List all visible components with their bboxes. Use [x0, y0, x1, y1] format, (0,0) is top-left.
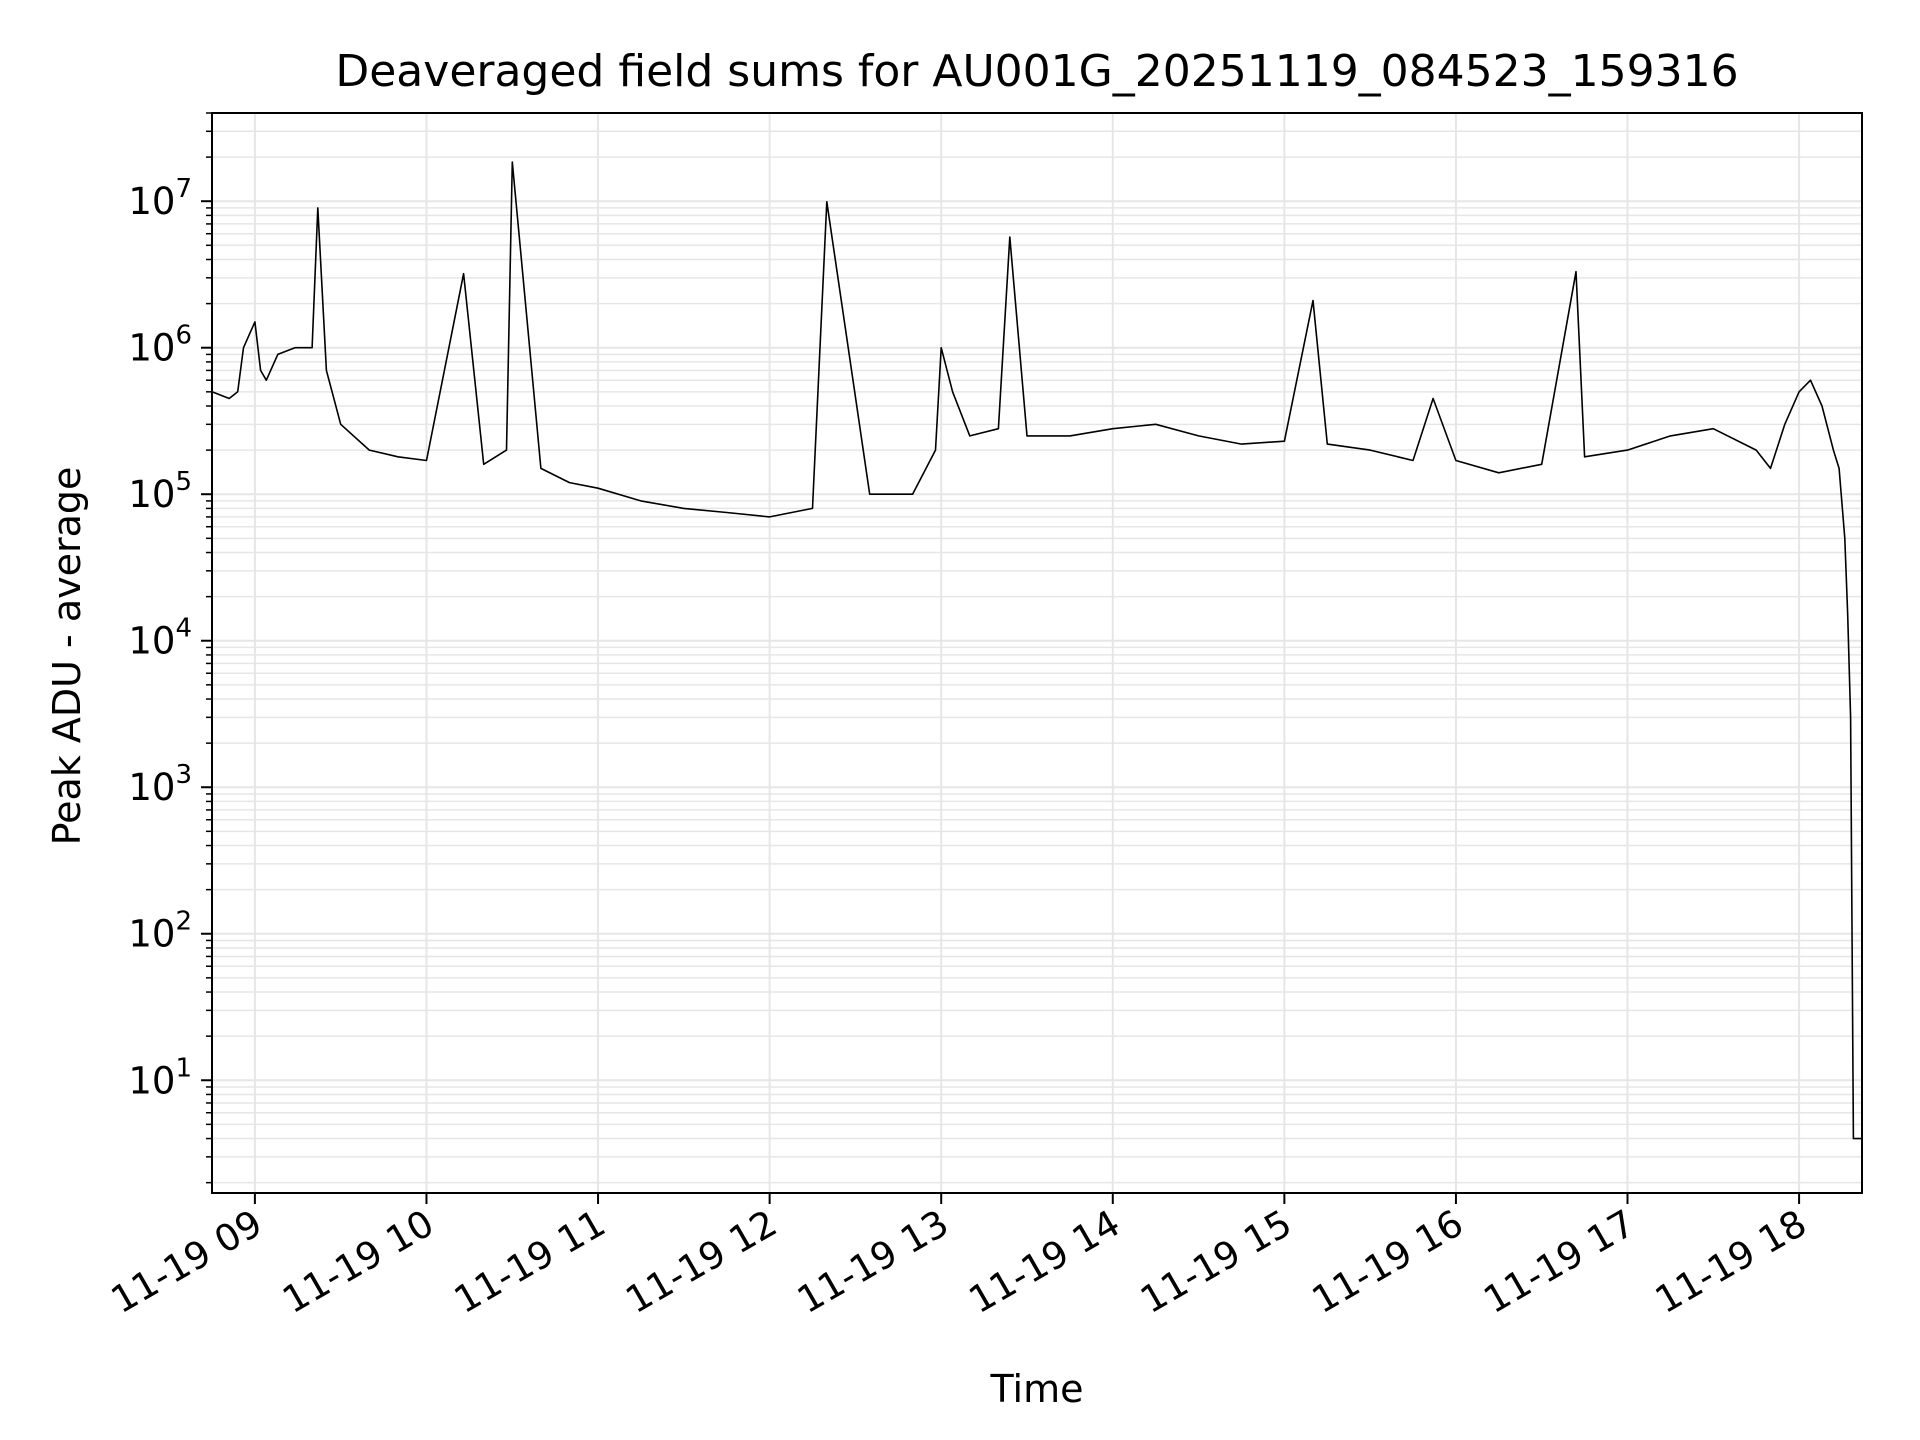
y-tick-label: 101 [128, 1053, 192, 1102]
chart-title: Deaveraged field sums for AU001G_2025111… [335, 46, 1738, 97]
series-layer [211, 161, 1862, 1140]
y-tick-label: 102 [128, 907, 192, 956]
plot-frame [211, 112, 1863, 1194]
y-tick-label: 104 [128, 614, 192, 663]
y-tick-label: 105 [128, 467, 192, 516]
y-tick-label: 107 [128, 174, 192, 223]
y-axis-label: Peak ADU - average [45, 467, 89, 846]
y-tick-label: 103 [128, 760, 192, 809]
series-line [211, 161, 1862, 1140]
y-tick-label: 106 [128, 321, 192, 370]
grid [212, 112, 1862, 1193]
x-axis-label: Time [990, 1367, 1084, 1411]
